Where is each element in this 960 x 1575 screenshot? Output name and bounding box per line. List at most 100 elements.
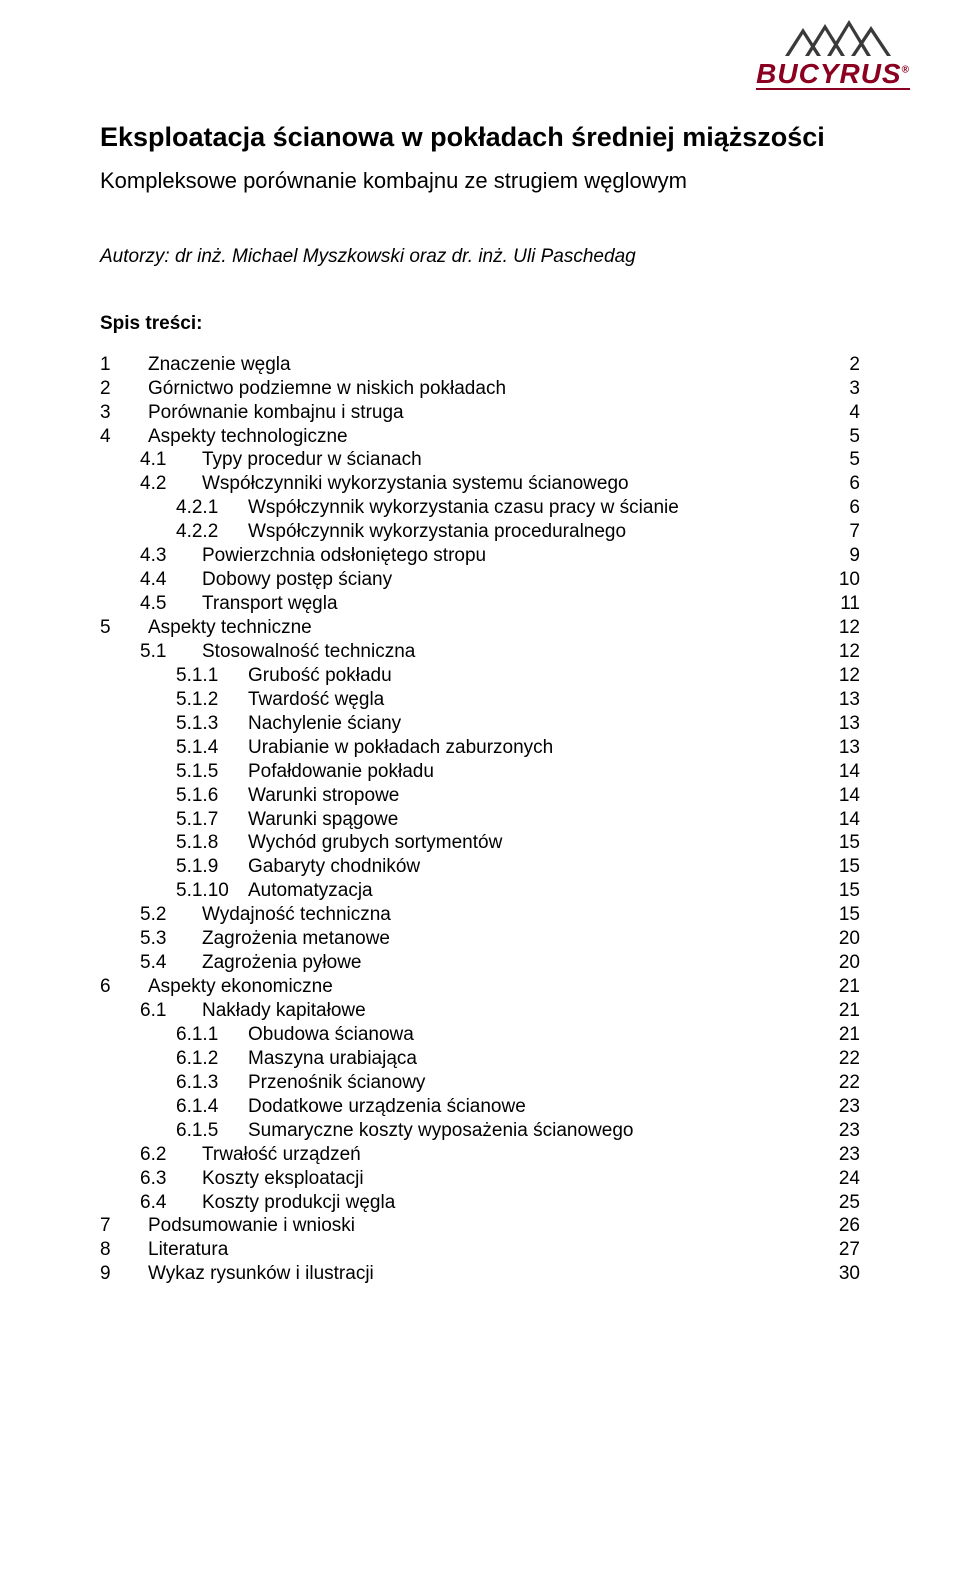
toc-row: 5.1Stosowalność techniczna12 [100,640,860,664]
toc-row: 6Aspekty ekonomiczne21 [100,975,860,999]
toc-entry-page: 25 [832,1191,860,1215]
toc-row: 6.3Koszty eksploatacji24 [100,1167,860,1191]
toc-entry-page: 21 [832,1023,860,1047]
toc-row: 4.1Typy procedur w ścianach 5 [100,448,860,472]
toc-entry-label: Transport węgla [202,592,338,616]
toc-row: 5.4Zagrożenia pyłowe 20 [100,951,860,975]
toc-entry-number: 5.1.1 [100,664,248,688]
toc-entry-number: 5.1 [100,640,202,664]
toc-entry-label: Wydajność techniczna [202,903,391,927]
toc-entry-number: 4.3 [100,544,202,568]
toc-entry-label: Warunki stropowe [248,784,399,808]
toc-entry-label: Warunki spągowe [248,808,398,832]
toc-row: 5.1.4Urabianie w pokładach zaburzonych13 [100,736,860,760]
toc-row: 3Porównanie kombajnu i struga4 [100,401,860,425]
table-of-contents: 1Znaczenie węgla22Górnictwo podziemne w … [100,353,860,1287]
toc-entry-label: Maszyna urabiająca [248,1047,417,1071]
authors-line: Autorzy: dr inż. Michael Myszkowski oraz… [100,246,860,268]
toc-entry-page: 7 [832,520,860,544]
toc-entry-label: Typy procedur w ścianach [202,448,422,472]
toc-entry-number: 5.1.7 [100,808,248,832]
toc-entry-page: 12 [832,616,860,640]
toc-entry-page: 21 [832,975,860,999]
toc-entry-page: 10 [832,568,860,592]
toc-entry-label: Stosowalność techniczna [202,640,415,664]
toc-entry-number: 4.2.1 [100,496,248,520]
toc-entry-label: Dobowy postęp ściany [202,568,392,592]
toc-entry-label: Współczynnik wykorzystania czasu pracy w… [248,496,679,520]
toc-heading: Spis treści: [100,313,860,335]
toc-entry-page: 13 [832,712,860,736]
toc-entry-label: Nachylenie ściany [248,712,401,736]
brand-underline [756,88,910,90]
toc-entry-number: 6.1.4 [100,1095,248,1119]
toc-entry-number: 5.1.5 [100,760,248,784]
brand-name: BUCYRUS® [756,60,910,88]
toc-entry-number: 4 [100,425,148,449]
toc-row: 6.4Koszty produkcji węgla25 [100,1191,860,1215]
toc-entry-page: 15 [832,855,860,879]
toc-entry-number: 4.2 [100,472,202,496]
toc-entry-label: Wykaz rysunków i ilustracji [148,1262,374,1286]
toc-entry-number: 8 [100,1238,148,1262]
toc-entry-number: 6.3 [100,1167,202,1191]
toc-entry-page: 3 [832,377,860,401]
toc-row: 5.3Zagrożenia metanowe20 [100,927,860,951]
toc-row: 5.1.3Nachylenie ściany13 [100,712,860,736]
toc-entry-page: 2 [832,353,860,377]
toc-entry-page: 23 [832,1143,860,1167]
toc-entry-label: Dodatkowe urządzenia ścianowe [248,1095,526,1119]
toc-entry-label: Koszty produkcji węgla [202,1191,395,1215]
toc-entry-number: 6.1 [100,999,202,1023]
toc-entry-label: Współczynnik wykorzystania proceduralneg… [248,520,626,544]
toc-row: 6.1.5Sumaryczne koszty wyposażenia ścian… [100,1119,860,1143]
toc-row: 5.1.7Warunki spągowe14 [100,808,860,832]
toc-entry-page: 4 [832,401,860,425]
toc-entry-page: 5 [832,425,860,449]
document-page: BUCYRUS® Eksploatacja ścianowa w pokłada… [0,0,960,1575]
toc-entry-page: 30 [832,1262,860,1286]
toc-entry-label: Aspekty technologiczne [148,425,348,449]
toc-entry-page: 6 [832,496,860,520]
toc-entry-number: 6.1.3 [100,1071,248,1095]
toc-entry-label: Twardość węgla [248,688,384,712]
toc-entry-page: 14 [832,784,860,808]
toc-entry-number: 6.2 [100,1143,202,1167]
toc-entry-page: 24 [832,1167,860,1191]
toc-entry-label: Znaczenie węgla [148,353,291,377]
toc-row: 5.1.6Warunki stropowe14 [100,784,860,808]
toc-row: 4.3Powierzchnia odsłoniętego stropu9 [100,544,860,568]
toc-row: 6.1.3Przenośnik ścianowy22 [100,1071,860,1095]
toc-entry-number: 4.1 [100,448,202,472]
toc-entry-number: 5.4 [100,951,202,975]
toc-entry-label: Gabaryty chodników [248,855,420,879]
toc-entry-label: Porównanie kombajnu i struga [148,401,404,425]
toc-row: 6.1Nakłady kapitałowe21 [100,999,860,1023]
toc-entry-page: 20 [832,951,860,975]
toc-entry-label: Automatyzacja [248,879,373,903]
toc-entry-number: 1 [100,353,148,377]
toc-entry-label: Pofałdowanie pokładu [248,760,434,784]
toc-entry-number: 6.1.5 [100,1119,248,1143]
toc-row: 4.2Współczynniki wykorzystania systemu ś… [100,472,860,496]
toc-row: 4.2.2Współczynnik wykorzystania procedur… [100,520,860,544]
toc-entry-page: 5 [832,448,860,472]
toc-row: 6.1.2Maszyna urabiająca22 [100,1047,860,1071]
brand-name-text: BUCYRUS [756,58,901,89]
toc-entry-page: 15 [832,879,860,903]
toc-entry-page: 12 [832,664,860,688]
toc-row: 5.1.1Grubość pokładu12 [100,664,860,688]
toc-row: 4.2.1Współczynnik wykorzystania czasu pr… [100,496,860,520]
toc-entry-label: Podsumowanie i wnioski [148,1214,355,1238]
toc-row: 5.1.5Pofałdowanie pokładu14 [100,760,860,784]
toc-row: 2Górnictwo podziemne w niskich pokładach… [100,377,860,401]
toc-entry-page: 22 [832,1071,860,1095]
toc-row: 4Aspekty technologiczne 5 [100,425,860,449]
registered-mark: ® [902,65,910,76]
toc-entry-label: Zagrożenia pyłowe [202,951,361,975]
toc-entry-page: 22 [832,1047,860,1071]
toc-entry-page: 27 [832,1238,860,1262]
toc-entry-number: 2 [100,377,148,401]
toc-entry-page: 23 [832,1095,860,1119]
toc-entry-number: 9 [100,1262,148,1286]
